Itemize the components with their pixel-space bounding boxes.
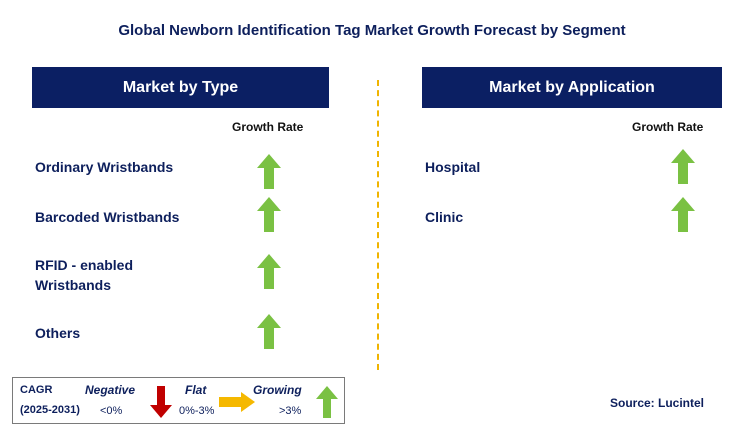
type-row-rfid-wristbands: RFID - enabled Wristbands: [35, 255, 133, 295]
header-market-by-application: Market by Application: [422, 67, 722, 108]
legend-period: (2025-2031): [20, 404, 80, 416]
up-arrow-icon: [671, 149, 695, 184]
header-market-by-type: Market by Type: [32, 67, 329, 108]
type-row-rfid-line2: Wristbands: [35, 277, 111, 293]
up-arrow-icon: [257, 154, 281, 189]
source-credit: Source: Lucintel: [610, 396, 705, 410]
cagr-legend: CAGR (2025-2031) Negative <0% Flat 0%-3%…: [12, 377, 345, 424]
legend-growing-label: Growing: [253, 383, 302, 397]
type-row-rfid-line1: RFID - enabled: [35, 257, 134, 273]
legend-negative-range: <0%: [100, 405, 123, 417]
application-row-hospital: Hospital: [425, 159, 481, 175]
application-row-clinic: Clinic: [425, 209, 464, 225]
up-arrow-icon: [316, 386, 338, 418]
down-arrow-icon: [150, 386, 172, 418]
legend-cagr-label: CAGR: [20, 384, 53, 396]
legend-growing-range: >3%: [279, 405, 302, 417]
type-row-barcoded-wristbands: Barcoded Wristbands: [35, 209, 180, 225]
growth-rate-label-application: Growth Rate: [632, 120, 704, 134]
legend-flat-range: 0%-3%: [179, 405, 215, 417]
legend-flat-label: Flat: [185, 383, 207, 397]
up-arrow-icon: [257, 314, 281, 349]
chart-title: Global Newborn Identification Tag Market…: [118, 22, 626, 39]
type-row-others: Others: [35, 325, 81, 341]
panel-divider: [377, 80, 379, 370]
growth-rate-label-type: Growth Rate: [232, 120, 304, 134]
type-row-ordinary-wristbands: Ordinary Wristbands: [35, 159, 174, 175]
legend-negative-label: Negative: [85, 383, 136, 397]
right-arrow-icon: [219, 392, 255, 412]
up-arrow-icon: [257, 197, 281, 232]
up-arrow-icon: [257, 254, 281, 289]
up-arrow-icon: [671, 197, 695, 232]
